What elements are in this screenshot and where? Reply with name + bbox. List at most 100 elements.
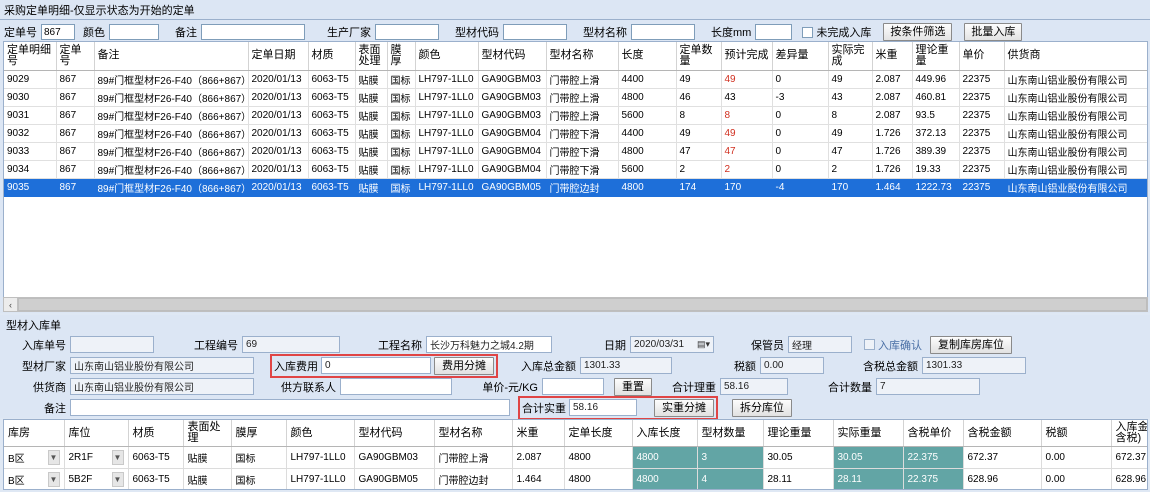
bottom-grid-col-header[interactable]: 理论重量 bbox=[763, 420, 834, 447]
table-row[interactable]: 9034 867 89#门框型材F26-F40（866+867） 2020/01/13… bbox=[4, 160, 1147, 179]
table-cell[interactable]: 0.00 bbox=[1041, 468, 1112, 489]
table-cell[interactable]: 28.11 bbox=[763, 468, 834, 489]
batch-inbound-button[interactable]: 批量入库 bbox=[964, 23, 1023, 41]
bottom-grid-col-header[interactable]: 型材名称 bbox=[434, 420, 513, 447]
bottom-grid-col-header[interactable]: 库房 bbox=[4, 420, 65, 447]
warehouse-combo-cell[interactable]: B区 ▼ bbox=[4, 446, 65, 469]
grid-col-header[interactable]: 差异量 bbox=[772, 42, 829, 71]
table-cell[interactable]: 22.375 bbox=[903, 446, 964, 469]
filter-by-condition-button[interactable]: 按条件筛选 bbox=[883, 23, 953, 41]
table-cell[interactable]: 2.087 bbox=[512, 446, 565, 469]
table-cell[interactable]: 4800 bbox=[632, 468, 698, 489]
bottom-grid-col-header[interactable]: 税额 bbox=[1041, 420, 1112, 447]
maker-input[interactable] bbox=[70, 357, 254, 374]
grid-horizontal-scrollbar[interactable]: ‹ bbox=[3, 297, 1148, 312]
inbound-detail-grid[interactable]: 库房 库位 材质 表面处理 膜厚 颜色 型材代码 型材名称 米重 定单长度 入库长度 型材数量 理论重量… bbox=[3, 419, 1148, 490]
bottom-grid-col-header[interactable]: 定单长度 bbox=[564, 420, 633, 447]
color-input[interactable] bbox=[109, 24, 159, 40]
table-cell[interactable]: 628.96 bbox=[1111, 468, 1147, 489]
table-cell[interactable]: 国标 bbox=[231, 468, 287, 489]
bottom-grid-col-header[interactable]: 入库长度 bbox=[632, 420, 698, 447]
tax-input[interactable] bbox=[760, 357, 824, 374]
table-cell[interactable]: LH797-1LL0 bbox=[286, 446, 355, 469]
grid-col-header[interactable]: 供货商 bbox=[1004, 42, 1147, 71]
order-detail-grid[interactable]: 定单明细号 定单号 备注 定单日期 材质 表面处理 膜厚 颜色 型材代码 型材名称 长度 定单数量 预计… bbox=[3, 41, 1148, 298]
table-cell[interactable]: 4800 bbox=[564, 446, 633, 469]
fee-input[interactable] bbox=[321, 357, 431, 374]
location-combo-cell[interactable]: 2R1F ▼ bbox=[64, 446, 129, 469]
table-row[interactable]: 9035 867 89#门框型材F26-F40（866+867） 2020/01/13… bbox=[4, 178, 1147, 197]
sum-real-input[interactable] bbox=[569, 399, 637, 416]
bottom-grid-col-header[interactable]: 实际重量 bbox=[833, 420, 904, 447]
chevron-down-icon[interactable]: ▼ bbox=[111, 472, 124, 487]
table-row[interactable]: 9030 867 89#门框型材F26-F40（866+867） 2020/01/13… bbox=[4, 88, 1147, 107]
contact-input[interactable] bbox=[340, 378, 452, 395]
chevron-down-icon[interactable]: ▼ bbox=[111, 450, 124, 465]
calendar-icon[interactable]: ▤▾ bbox=[696, 339, 710, 349]
unitprice-input[interactable] bbox=[542, 378, 604, 395]
bottom-grid-col-header[interactable]: 米重 bbox=[512, 420, 565, 447]
grid-col-header[interactable]: 型材名称 bbox=[546, 42, 619, 71]
factory-input[interactable] bbox=[375, 24, 439, 40]
order-no-input[interactable] bbox=[41, 24, 75, 40]
table-cell[interactable]: 30.05 bbox=[833, 446, 904, 469]
proj-no-input[interactable] bbox=[242, 336, 340, 353]
scroll-left-icon[interactable]: ‹ bbox=[4, 298, 18, 311]
real-allocate-button[interactable]: 实重分摊 bbox=[654, 398, 714, 417]
bottom-grid-col-header[interactable]: 入库金额(不含税) bbox=[1111, 420, 1147, 447]
table-row[interactable]: 9029 867 89#门框型材F26-F40（866+867） 2020/01/13… bbox=[4, 70, 1147, 89]
grid-col-header[interactable]: 备注 bbox=[94, 42, 249, 71]
table-cell[interactable]: 30.05 bbox=[763, 446, 834, 469]
table-cell[interactable]: LH797-1LL0 bbox=[286, 468, 355, 489]
supplier-input[interactable] bbox=[70, 378, 254, 395]
proj-name-input[interactable] bbox=[426, 336, 552, 353]
table-row[interactable]: B区 ▼ 5B2F ▼ 6063-T5 贴膜 国标 LH797-1LL0 GA90GBM05 门带… bbox=[4, 468, 1147, 489]
grid-col-header[interactable]: 型材代码 bbox=[478, 42, 547, 71]
grid-col-header[interactable]: 单价 bbox=[959, 42, 1005, 71]
copy-warehouse-button[interactable]: 复制库房库位 bbox=[930, 335, 1012, 354]
keeper-input[interactable] bbox=[788, 336, 852, 353]
table-cell[interactable]: 6063-T5 bbox=[128, 446, 184, 469]
table-row[interactable]: B区 ▼ 2R1F ▼ 6063-T5 贴膜 国标 LH797-1LL0 GA90GBM03 门带… bbox=[4, 446, 1147, 469]
table-cell[interactable]: 22.375 bbox=[903, 468, 964, 489]
table-row[interactable]: 9033 867 89#门框型材F26-F40（866+867） 2020/01/13… bbox=[4, 142, 1147, 161]
bottom-grid-col-header[interactable]: 库位 bbox=[64, 420, 129, 447]
bottom-grid-col-header[interactable]: 型材代码 bbox=[354, 420, 435, 447]
split-location-button[interactable]: 拆分库位 bbox=[732, 398, 792, 417]
remark-input[interactable] bbox=[201, 24, 305, 40]
grid-col-header[interactable]: 长度 bbox=[618, 42, 677, 71]
grid-col-header[interactable]: 米重 bbox=[872, 42, 913, 71]
grid-col-header[interactable]: 理论重量 bbox=[912, 42, 960, 71]
grid-col-header[interactable]: 定单数量 bbox=[676, 42, 722, 71]
note-input[interactable] bbox=[70, 399, 510, 416]
bottom-grid-col-header[interactable]: 颜色 bbox=[286, 420, 355, 447]
confirm-checkbox-wrap[interactable]: 入库确认 bbox=[864, 337, 922, 353]
chevron-down-icon[interactable]: ▼ bbox=[47, 472, 60, 487]
profile-code-input[interactable] bbox=[503, 24, 567, 40]
grid-col-header[interactable]: 预计完成 bbox=[721, 42, 773, 71]
profile-name-input[interactable] bbox=[631, 24, 695, 40]
date-picker[interactable]: 2020/03/31 ▤▾ bbox=[630, 336, 714, 353]
table-cell[interactable]: 贴膜 bbox=[183, 468, 232, 489]
sum-theory-input[interactable] bbox=[720, 378, 788, 395]
table-cell[interactable]: 6063-T5 bbox=[128, 468, 184, 489]
tax-total-input[interactable] bbox=[922, 357, 1026, 374]
sum-qty-input[interactable] bbox=[876, 378, 980, 395]
table-cell[interactable]: 672.37 bbox=[963, 446, 1042, 469]
table-row[interactable]: 9031 867 89#门框型材F26-F40（866+867） 2020/01/13… bbox=[4, 106, 1147, 125]
checkbox-icon[interactable] bbox=[802, 26, 814, 38]
table-cell[interactable]: GA90GBM03 bbox=[354, 446, 435, 469]
location-combo-cell[interactable]: 5B2F ▼ bbox=[64, 468, 129, 489]
table-cell[interactable]: 国标 bbox=[231, 446, 287, 469]
grid-col-header[interactable]: 表面处理 bbox=[355, 42, 388, 71]
bottom-grid-col-header[interactable]: 型材数量 bbox=[697, 420, 764, 447]
table-cell[interactable]: 28.11 bbox=[833, 468, 904, 489]
bottom-grid-col-header[interactable]: 材质 bbox=[128, 420, 184, 447]
warehouse-combo-cell[interactable]: B区 ▼ bbox=[4, 468, 65, 489]
in-no-input[interactable] bbox=[70, 336, 154, 353]
table-cell[interactable]: 贴膜 bbox=[183, 446, 232, 469]
bottom-grid-col-header[interactable]: 膜厚 bbox=[231, 420, 287, 447]
table-cell[interactable]: 0.00 bbox=[1041, 446, 1112, 469]
grid-col-header[interactable]: 定单明细号 bbox=[4, 42, 57, 71]
table-row[interactable]: 9032 867 89#门框型材F26-F40（866+867） 2020/01/13… bbox=[4, 124, 1147, 143]
